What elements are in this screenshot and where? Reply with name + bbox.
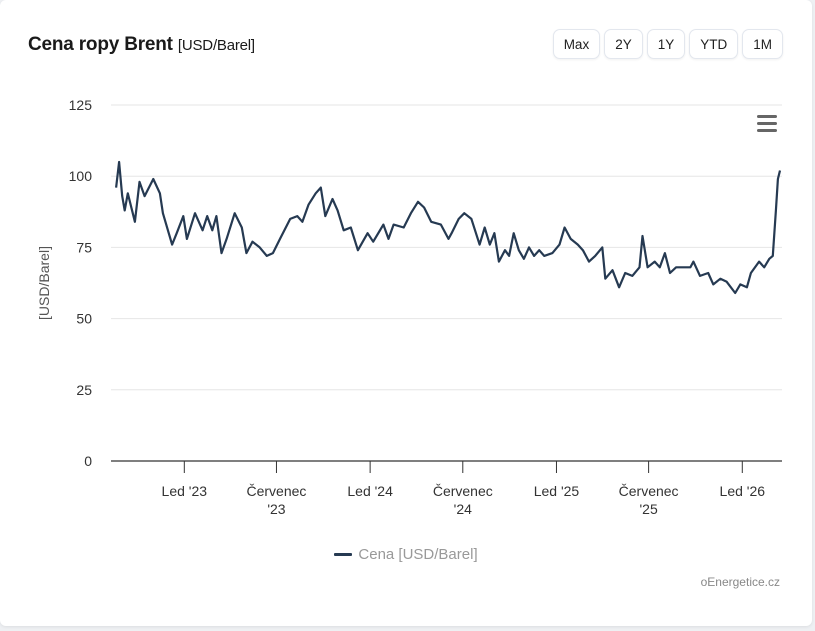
hamburger-menu-icon[interactable]	[757, 115, 777, 132]
legend-item[interactable]: Cena [USD/Barel]	[0, 546, 812, 563]
y-tick-label: 50	[76, 311, 92, 327]
y-tick-label: 125	[69, 97, 93, 113]
series-line	[115, 160, 782, 295]
y-tick-label: 100	[69, 168, 93, 184]
y-tick-label: 25	[76, 382, 92, 398]
range-1y-button[interactable]: 1Y	[646, 29, 686, 59]
x-tick-label: Červenec '24	[433, 483, 493, 517]
y-tick-label: 75	[76, 239, 92, 255]
y-tick-label: 0	[84, 453, 92, 469]
legend-label: Cena [USD/Barel]	[358, 546, 478, 563]
credit: oEnergetice.cz	[700, 575, 780, 589]
range-ytd-button[interactable]: YTD	[689, 29, 739, 59]
x-tick-label: Led '24	[347, 483, 393, 499]
range-selector: Max 2Y 1Y YTD 1M	[552, 29, 783, 59]
x-tick-label: Led '26	[720, 483, 766, 499]
x-tick-label: Led '23	[162, 483, 208, 499]
range-max-button[interactable]: Max	[552, 29, 601, 59]
y-axis-title: [USD/Barel]	[36, 246, 52, 320]
title-unit: [USD/Barel]	[177, 37, 255, 54]
range-2y-button[interactable]: 2Y	[604, 29, 643, 59]
title-text: Cena ropy Brent	[28, 34, 173, 55]
x-tick-label: Led '25	[534, 483, 580, 499]
chart-title: Cena ropy Brent [USD/Barel]	[28, 34, 255, 56]
x-tick-label: Červenec '25	[619, 483, 679, 517]
range-1m-button[interactable]: 1M	[742, 29, 783, 59]
x-tick-label: Červenec '23	[246, 483, 306, 517]
legend-swatch	[334, 553, 353, 556]
